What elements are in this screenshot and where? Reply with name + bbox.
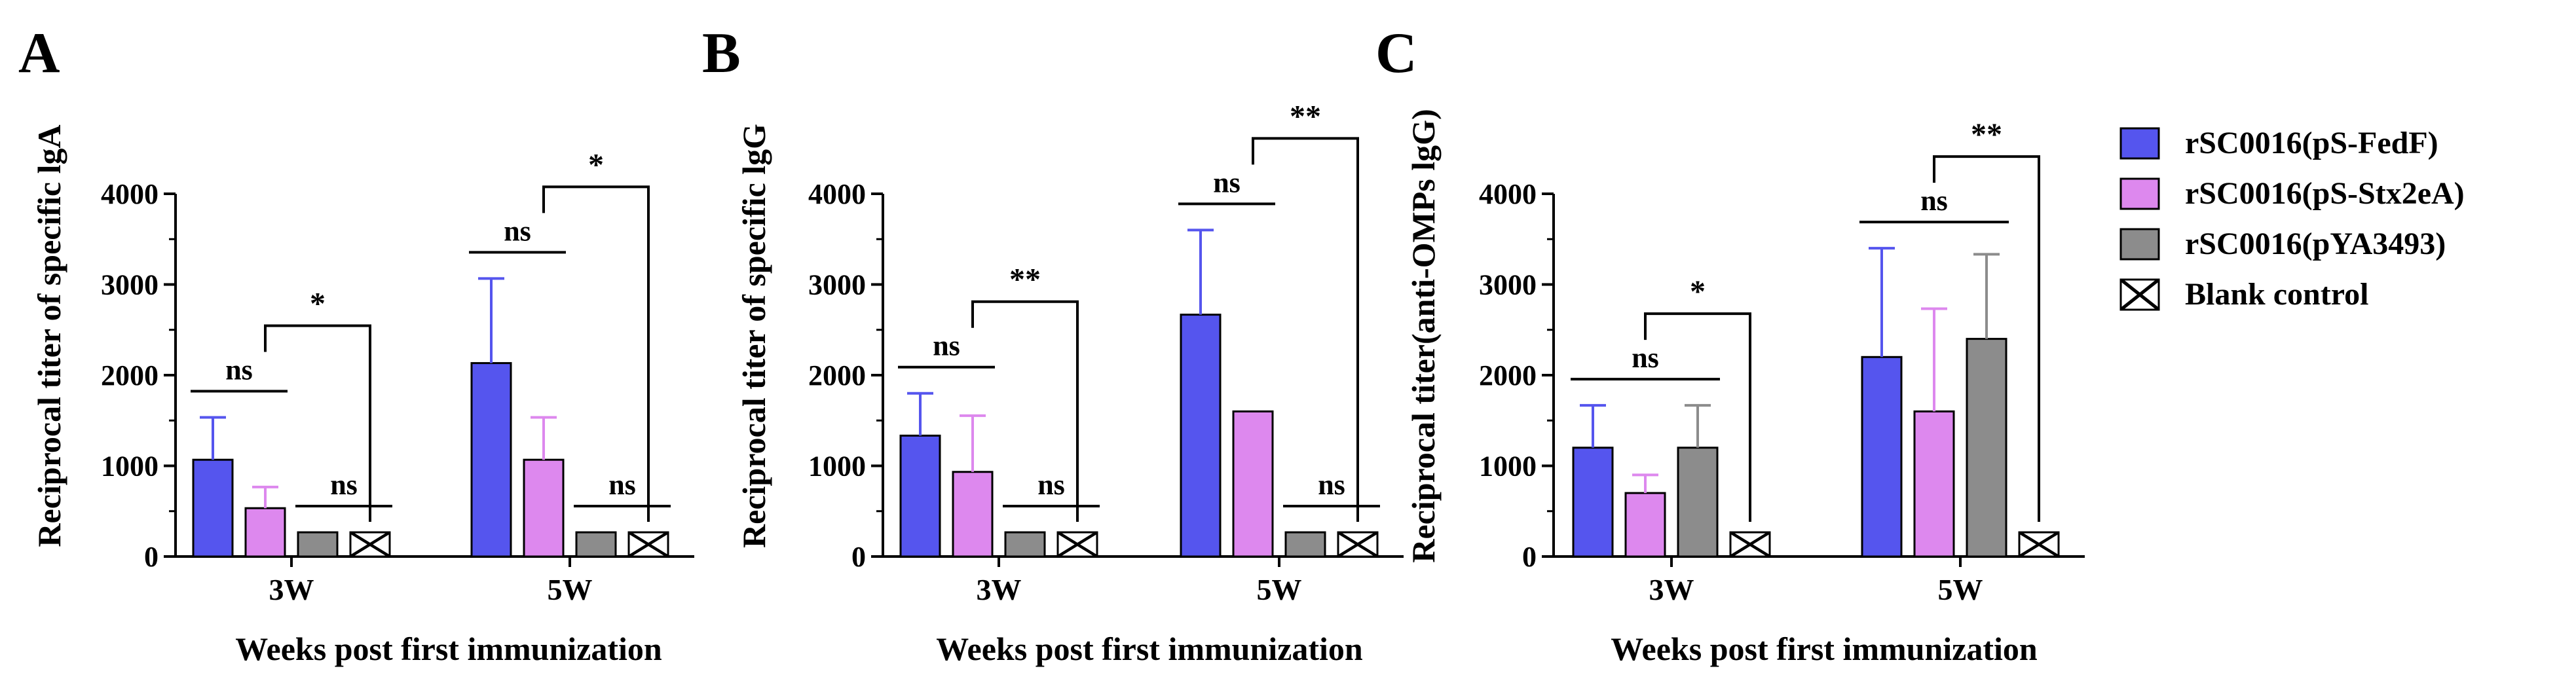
- bar-rsc0016-ps-fedf--3w: [899, 434, 941, 558]
- bar-blank-control-5w: [1337, 531, 1379, 558]
- legend-swatch-0: [2119, 127, 2160, 160]
- panel-letter: C: [1375, 22, 1417, 85]
- bar-rsc0016-pya3493--3w: [1677, 447, 1719, 558]
- legend-swatch-2: [2119, 228, 2160, 261]
- significance-label: ns: [1037, 469, 1065, 501]
- x-axis-label: Weeks post first immunization: [1611, 630, 2038, 667]
- y-tick-label: 3000: [1479, 269, 1537, 301]
- significance-bracket: [1933, 155, 2040, 522]
- y-tick-label: 3000: [808, 269, 866, 301]
- y-tick-label: 3000: [101, 269, 159, 301]
- bar-rsc0016-pya3493--5w: [575, 531, 617, 558]
- chart-panel-a: A 0 1000 2000 3000 4000 Reciprocal titer of sp…: [18, 22, 694, 667]
- x-tick-label: 5W: [1257, 573, 1302, 606]
- bar-blank-control-3w: [1729, 531, 1771, 558]
- bar-rsc0016-ps-stx2ea--5w: [523, 458, 565, 558]
- bar-rsc0016-ps-fedf--3w: [192, 458, 234, 558]
- bar-rsc0016-pya3493--5w: [1284, 531, 1326, 558]
- significance-label: ns: [933, 330, 960, 362]
- legend: rSC0016(pS-FedF) rSC0016(pS-Stx2eA) rSC001…: [2119, 126, 2465, 312]
- bar-rsc0016-ps-stx2ea--5w: [1232, 410, 1274, 558]
- significance-bracket: [1644, 312, 1751, 522]
- y-tick-label: 1000: [808, 450, 866, 483]
- x-tick-label: 3W: [269, 573, 314, 606]
- y-tick-label: 0: [144, 541, 159, 573]
- significance-bracket: [1252, 137, 1359, 522]
- y-axis-label: Reciprocal titer of specific lgG: [736, 124, 772, 548]
- bar-rsc0016-pya3493--3w: [1004, 531, 1046, 558]
- y-tick-label: 0: [1522, 541, 1537, 573]
- bar-blank-control-3w: [349, 531, 391, 558]
- y-tick-label: 0: [851, 541, 866, 573]
- bar-blank-control-5w: [2018, 531, 2060, 558]
- significance-label: ns: [1632, 342, 1659, 374]
- panel-letter: B: [702, 22, 741, 85]
- y-tick-label: 1000: [1479, 450, 1537, 483]
- bar-rsc0016-ps-fedf--3w: [1572, 447, 1614, 558]
- significance-label: ns: [1920, 185, 1948, 217]
- legend-label: Blank control: [2185, 277, 2369, 312]
- y-tick-label: 2000: [101, 359, 159, 392]
- y-tick-label: 2000: [808, 359, 866, 392]
- bar-rsc0016-ps-fedf--5w: [1861, 356, 1903, 558]
- bar-rsc0016-pya3493--5w: [1966, 338, 2007, 558]
- x-tick-label: 3W: [1649, 573, 1694, 606]
- bar-rsc0016-pya3493--3w: [297, 531, 339, 558]
- significance-label: **: [1009, 263, 1041, 297]
- legend-label: rSC0016(pS-FedF): [2185, 126, 2438, 160]
- x-tick-label: 5W: [548, 573, 593, 606]
- y-tick-label: 4000: [1479, 178, 1537, 210]
- chart-panel-b: B 0 1000 2000 3000 4000 Reciprocal titer of sp…: [702, 22, 1404, 667]
- bar-rsc0016-ps-stx2ea--3w: [244, 507, 286, 558]
- significance-label: **: [1290, 99, 1321, 134]
- legend-label: rSC0016(pYA3493): [2185, 227, 2446, 261]
- significance-bracket: [971, 300, 1079, 522]
- legend-swatch-1: [2119, 177, 2160, 210]
- significance-label: *: [310, 287, 326, 321]
- y-tick-label: 2000: [1479, 359, 1537, 392]
- bar-rsc0016-ps-stx2ea--5w: [1913, 410, 1955, 558]
- bar-blank-control-3w: [1056, 531, 1098, 558]
- bar-rsc0016-ps-fedf--5w: [470, 362, 512, 558]
- significance-label: **: [1971, 117, 2002, 152]
- y-axis-label: Reciprocal titer of specific lgA: [31, 124, 67, 547]
- x-tick-label: 3W: [977, 573, 1022, 606]
- panel-letter: A: [18, 22, 60, 85]
- bar-blank-control-5w: [627, 531, 669, 558]
- significance-label: ns: [1318, 469, 1345, 501]
- significance-label: ns: [225, 354, 253, 386]
- significance-label: *: [588, 147, 604, 182]
- x-axis-label: Weeks post first immunization: [936, 630, 1363, 667]
- y-axis-label: Reciprocal titer(anti-OMPs lgG): [1405, 109, 1442, 562]
- significance-label: *: [1690, 274, 1706, 309]
- y-tick-label: 1000: [101, 450, 159, 483]
- bar-rsc0016-ps-stx2ea--3w: [952, 471, 994, 558]
- y-tick-label: 4000: [101, 178, 159, 210]
- significance-bracket: [542, 185, 650, 522]
- significance-label: ns: [608, 469, 636, 501]
- significance-label: ns: [1213, 166, 1241, 198]
- bar-rsc0016-ps-fedf--5w: [1180, 314, 1222, 558]
- legend-swatch-3: [2119, 278, 2160, 311]
- significance-label: ns: [330, 469, 358, 501]
- bar-rsc0016-ps-stx2ea--3w: [1624, 492, 1666, 558]
- chart-panel-c: C 0 1000 2000 3000 4000 Reciprocal titer(anti-…: [1375, 22, 2085, 667]
- legend-label: rSC0016(pS-Stx2eA): [2185, 176, 2465, 211]
- significance-bracket: [264, 324, 371, 522]
- y-tick-label: 4000: [808, 178, 866, 210]
- significance-label: ns: [504, 215, 531, 247]
- x-tick-label: 5W: [1938, 573, 1983, 606]
- x-axis-label: Weeks post first immunization: [235, 630, 662, 667]
